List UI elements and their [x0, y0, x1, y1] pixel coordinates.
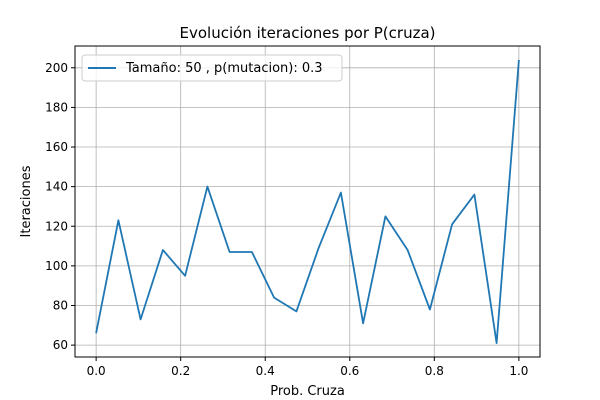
- y-tick-label: 200: [45, 61, 68, 75]
- x-tick-label: 1.0: [509, 364, 528, 378]
- data-point: [295, 310, 297, 312]
- legend-box: [81, 54, 343, 82]
- series-line: [95, 59, 520, 345]
- y-axis: 60 80 100 120 140 160 180 200: [45, 61, 75, 352]
- data-point: [451, 223, 453, 225]
- data-point: [317, 247, 319, 249]
- x-tick-label: 0.2: [171, 364, 190, 378]
- y-tick-label: 100: [45, 259, 68, 273]
- y-tick-label: 140: [45, 180, 68, 194]
- data-point: [384, 215, 386, 217]
- y-tick-label: 80: [53, 298, 68, 312]
- y-tick-label: 160: [45, 140, 68, 154]
- x-tick-label: 0.6: [340, 364, 359, 378]
- data-point: [273, 296, 275, 298]
- data-point: [429, 308, 431, 310]
- data-point: [362, 322, 364, 324]
- y-tick-label: 120: [45, 219, 68, 233]
- data-point: [406, 249, 408, 251]
- data-point: [340, 191, 342, 193]
- legend: Tamaño: 50 , p(mutacion): 0.3: [81, 54, 343, 82]
- x-axis-title: Prob. Cruza: [270, 384, 345, 399]
- y-tick-label: 180: [45, 100, 68, 114]
- x-tick-label: 0.4: [256, 364, 275, 378]
- y-axis-title: Iteraciones: [19, 165, 34, 237]
- data-point: [117, 219, 119, 221]
- data-point: [473, 193, 475, 195]
- y-tick-label: 60: [53, 338, 68, 352]
- data-point: [251, 251, 253, 253]
- data-point: [139, 318, 141, 320]
- data-point: [518, 59, 520, 61]
- data-point: [228, 251, 230, 253]
- data-point: [495, 342, 497, 344]
- x-tick-label: 0.8: [425, 364, 444, 378]
- data-point: [162, 249, 164, 251]
- plot-frame: [74, 45, 541, 358]
- data-point: [95, 332, 97, 334]
- x-axis: 0.0 0.2 0.4 0.6 0.8 1.0: [87, 357, 528, 378]
- legend-label: Tamaño: 50 , p(mutacion): 0.3: [125, 61, 323, 76]
- chart-title: Evolución iteraciones por P(cruza): [180, 24, 436, 42]
- series-layer: [95, 59, 520, 345]
- x-tick-label: 0.0: [87, 364, 106, 378]
- data-point: [184, 275, 186, 277]
- data-point: [206, 185, 208, 187]
